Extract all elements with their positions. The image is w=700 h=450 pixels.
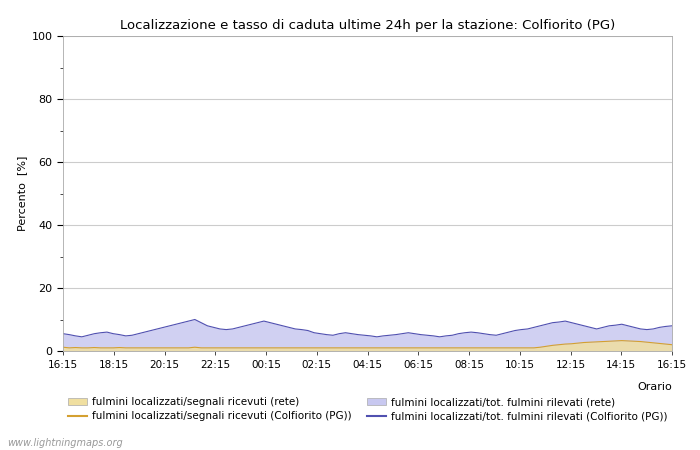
- Text: www.lightningmaps.org: www.lightningmaps.org: [7, 438, 122, 448]
- Text: Orario: Orario: [637, 382, 672, 392]
- Title: Localizzazione e tasso di caduta ultime 24h per la stazione: Colfiorito (PG): Localizzazione e tasso di caduta ultime …: [120, 19, 615, 32]
- Legend: fulmini localizzati/segnali ricevuti (rete), fulmini localizzati/segnali ricevut: fulmini localizzati/segnali ricevuti (re…: [68, 397, 668, 421]
- Y-axis label: Percento  [%]: Percento [%]: [18, 156, 27, 231]
